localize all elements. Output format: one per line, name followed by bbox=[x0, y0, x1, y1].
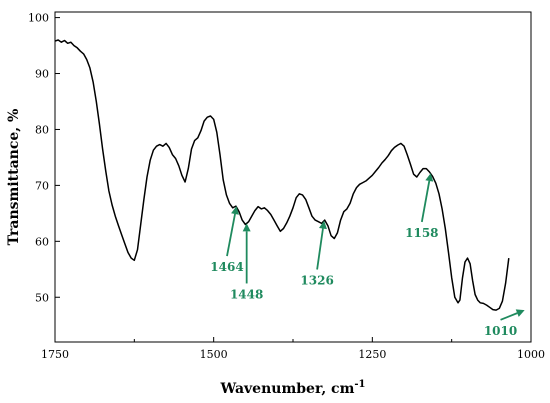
annotation-1010: 1010 bbox=[484, 309, 525, 338]
annotation-arrow-shaft bbox=[316, 228, 324, 270]
x-tick-label: 1750 bbox=[41, 348, 69, 361]
annotation-label: 1158 bbox=[405, 226, 438, 240]
x-tick-label: 1500 bbox=[200, 348, 228, 361]
annotation-arrow-shaft bbox=[420, 180, 431, 223]
annotation-arrow-shaft bbox=[500, 312, 518, 321]
peak-annotations: 1464 1448 1326 1158 1010 bbox=[210, 173, 525, 338]
annotation-arrow-head bbox=[242, 223, 251, 232]
y-tick-label: 80 bbox=[35, 123, 49, 136]
plot-frame bbox=[54, 11, 532, 343]
y-axis-title: Transmittance, % bbox=[6, 109, 22, 246]
annotation-1464: 1464 bbox=[210, 206, 244, 274]
annotation-label: 1464 bbox=[210, 260, 243, 274]
annotation-arrow-shaft bbox=[226, 213, 236, 257]
y-tick-label: 90 bbox=[35, 68, 49, 81]
x-axis-title: Wavenumber, cm-1 bbox=[219, 379, 365, 397]
annotation-arrow-head bbox=[425, 173, 434, 182]
y-tick-label: 60 bbox=[35, 235, 49, 248]
annotation-arrow-head bbox=[515, 309, 525, 317]
annotation-arrow-head bbox=[231, 206, 239, 215]
y-tick-label: 100 bbox=[28, 12, 49, 25]
y-tick-label: 50 bbox=[35, 291, 49, 304]
annotation-1326: 1326 bbox=[300, 220, 334, 287]
y-axis-ticks: 50 60 70 80 90 100 bbox=[28, 12, 60, 304]
y-tick-label: 70 bbox=[35, 179, 49, 192]
x-axis-title-superscript: -1 bbox=[354, 379, 365, 390]
annotation-label: 1010 bbox=[484, 324, 517, 338]
annotation-1448: 1448 bbox=[230, 223, 263, 301]
spectrum-series-line bbox=[54, 39, 510, 311]
annotation-1158: 1158 bbox=[405, 173, 439, 240]
annotation-label: 1326 bbox=[300, 273, 333, 287]
annotation-arrow-head bbox=[319, 220, 327, 230]
x-axis-ticks: 1750 1500 1250 1000 bbox=[41, 337, 545, 361]
annotation-label: 1448 bbox=[230, 287, 263, 301]
x-tick-label: 1000 bbox=[517, 348, 545, 361]
x-tick-label: 1250 bbox=[358, 348, 386, 361]
